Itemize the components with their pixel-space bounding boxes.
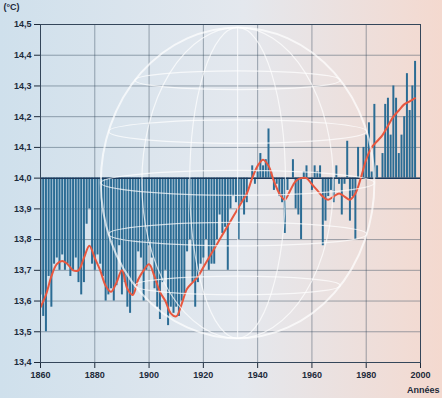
svg-text:1880: 1880 xyxy=(85,370,105,380)
svg-text:13,5: 13,5 xyxy=(14,327,32,337)
svg-text:14,4: 14,4 xyxy=(14,50,32,60)
svg-text:14,2: 14,2 xyxy=(14,112,32,122)
svg-text:Années: Années xyxy=(407,385,440,395)
svg-text:14,5: 14,5 xyxy=(14,19,32,29)
svg-text:13,4: 13,4 xyxy=(14,357,32,367)
svg-text:13,9: 13,9 xyxy=(14,204,32,214)
svg-text:(°C): (°C) xyxy=(4,2,20,12)
svg-text:1860: 1860 xyxy=(30,370,50,380)
svg-text:1900: 1900 xyxy=(139,370,159,380)
svg-text:13,7: 13,7 xyxy=(14,265,32,275)
svg-text:1960: 1960 xyxy=(302,370,322,380)
svg-text:14,0: 14,0 xyxy=(14,173,32,183)
svg-text:13,6: 13,6 xyxy=(14,296,32,306)
svg-text:1980: 1980 xyxy=(356,370,376,380)
svg-text:2000: 2000 xyxy=(410,370,430,380)
svg-text:1940: 1940 xyxy=(248,370,268,380)
svg-text:13,8: 13,8 xyxy=(14,234,32,244)
svg-text:14,3: 14,3 xyxy=(14,81,32,91)
svg-text:14,1: 14,1 xyxy=(14,142,32,152)
svg-text:1920: 1920 xyxy=(193,370,213,380)
